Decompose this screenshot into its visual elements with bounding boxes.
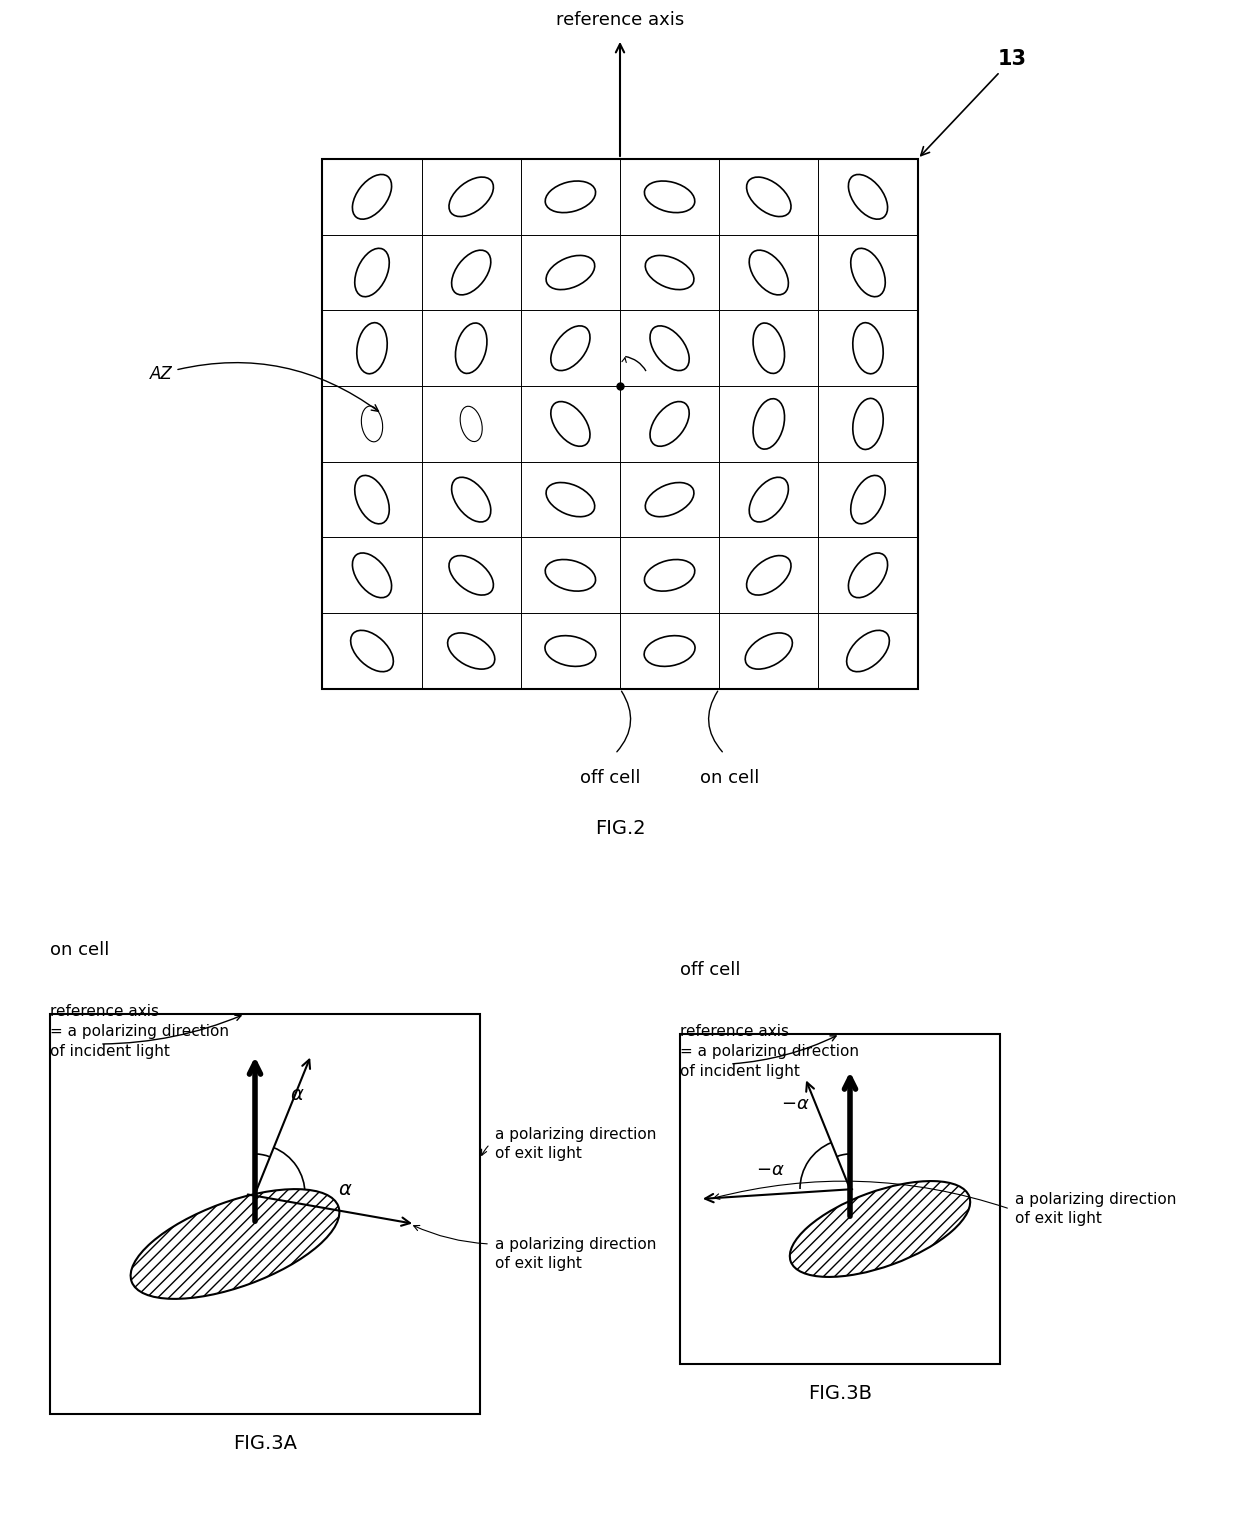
Text: reference axis
= a polarizing direction
of incident light: reference axis = a polarizing direction … xyxy=(50,1004,229,1058)
Text: FIG.3A: FIG.3A xyxy=(233,1434,298,1453)
Text: $\alpha$: $\alpha$ xyxy=(290,1084,305,1104)
Text: $\alpha$: $\alpha$ xyxy=(337,1179,352,1199)
Text: FIG.3B: FIG.3B xyxy=(808,1384,872,1403)
Text: a polarizing direction
of exit light: a polarizing direction of exit light xyxy=(1016,1192,1177,1226)
Text: reference axis
= a polarizing direction
of incident light: reference axis = a polarizing direction … xyxy=(680,1023,859,1078)
Bar xyxy=(322,159,918,689)
Text: $-\alpha$: $-\alpha$ xyxy=(755,1161,785,1179)
Text: a polarizing direction
of exit light: a polarizing direction of exit light xyxy=(495,1126,656,1161)
Text: off cell: off cell xyxy=(580,769,640,787)
Ellipse shape xyxy=(790,1181,970,1276)
Bar xyxy=(680,1034,999,1364)
Text: FIG.2: FIG.2 xyxy=(595,819,645,837)
Text: $-\alpha$: $-\alpha$ xyxy=(781,1095,810,1113)
Text: a polarizing direction
of exit light: a polarizing direction of exit light xyxy=(495,1237,656,1272)
Text: AZ: AZ xyxy=(150,363,378,412)
Ellipse shape xyxy=(130,1188,340,1299)
Text: off cell: off cell xyxy=(680,961,740,980)
Text: on cell: on cell xyxy=(699,769,759,787)
Text: 13: 13 xyxy=(921,48,1027,156)
Text: reference axis: reference axis xyxy=(556,11,684,29)
Bar xyxy=(50,1014,480,1414)
Text: on cell: on cell xyxy=(50,942,109,958)
